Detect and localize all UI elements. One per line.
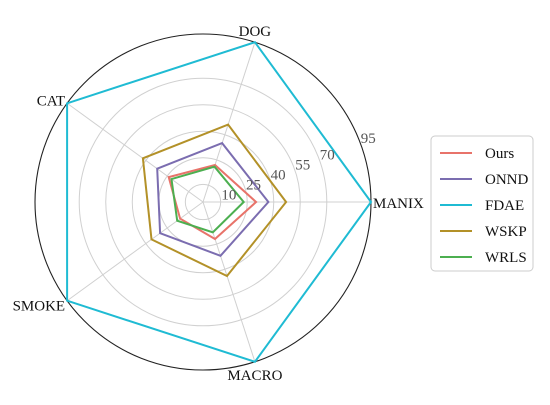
r-tick-label: 25 <box>246 177 261 193</box>
legend-label-fdae: FDAE <box>485 198 524 214</box>
legend-label-ours: Ours <box>485 146 514 162</box>
legend-label-wskp: WSKP <box>485 224 527 240</box>
axis-label-macro: MACRO <box>227 368 282 384</box>
spoke-line <box>202 42 256 203</box>
series-onnd-polygon <box>156 141 270 257</box>
legend-label-onnd: ONND <box>485 172 528 188</box>
spoke-line <box>66 201 204 302</box>
series-wrls-polygon <box>170 165 246 234</box>
r-tick-label: 70 <box>320 148 335 164</box>
spoke-line <box>66 102 204 203</box>
series-wskp-polygon <box>141 123 288 278</box>
legend: Ours ONND FDAE WSKP WRLS <box>430 135 534 272</box>
radar-grid <box>34 33 372 371</box>
radar-series <box>66 41 373 363</box>
radar-labels: MANIX DOG CAT SMOKE MACRO 10 25 40 55 70 95 <box>13 24 424 384</box>
r-tick-label: 55 <box>295 158 310 174</box>
legend-frame <box>430 135 534 272</box>
r-tick-label: 10 <box>221 187 236 203</box>
r-tick-label: 95 <box>361 131 376 147</box>
axis-label-dog: DOG <box>239 24 272 40</box>
axis-label-manix: MANIX <box>373 196 424 212</box>
spoke-line <box>202 201 256 362</box>
axis-label-smoke: SMOKE <box>13 299 66 315</box>
legend-label-wrls: WRLS <box>485 250 527 266</box>
series-fdae-polygon <box>66 41 373 363</box>
r-tick-label: 40 <box>271 168 286 184</box>
axis-label-cat: CAT <box>37 93 65 109</box>
